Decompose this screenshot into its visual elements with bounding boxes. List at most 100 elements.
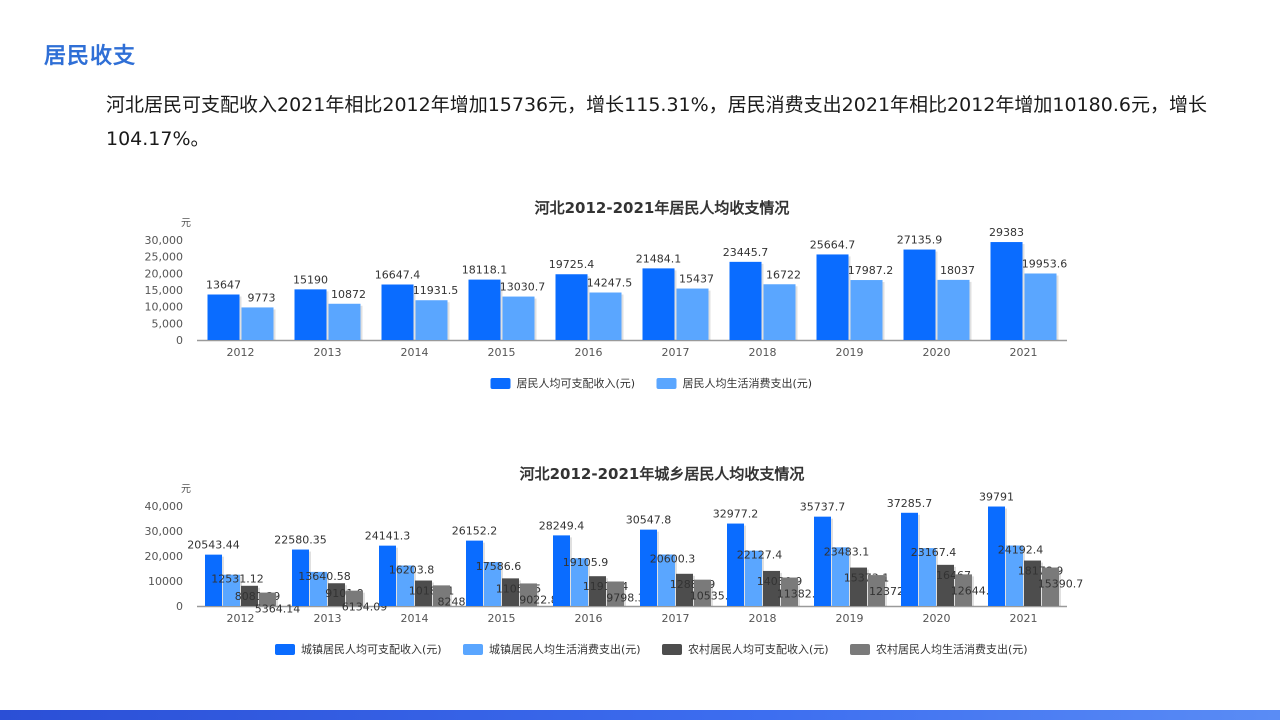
- chart2-bar: [223, 574, 240, 606]
- chart2-legend-swatch: [463, 644, 483, 655]
- chart2-x-tick-label: 2012: [227, 612, 255, 625]
- chart1-data-label: 27135.9: [897, 234, 943, 247]
- chart2-bar: [640, 529, 657, 606]
- chart2-data-label: 20600.3: [650, 552, 696, 565]
- chart2-legend-swatch: [662, 644, 682, 655]
- chart1-bar: [502, 296, 535, 340]
- chart2-legend-label: 城镇居民人均生活消费支出(元): [489, 642, 641, 656]
- chart1-x-tick-label: 2013: [314, 346, 342, 359]
- chart1-x-tick-label: 2015: [488, 346, 516, 359]
- chart-household-income-expense: 河北2012-2021年居民人均收支情况元 0 5,000 10,000 15,000 2…: [140, 190, 1140, 400]
- chart2-legend-label: 农村居民人均可支配收入(元): [688, 642, 829, 656]
- chart2-bar: [676, 573, 693, 606]
- chart2-bar: [502, 578, 519, 606]
- chart1-bar: [241, 307, 274, 340]
- chart1-x-tick-label: 2017: [662, 346, 690, 359]
- chart1-bar: [294, 289, 327, 340]
- chart1-y-tick-label: 15,000: [145, 284, 184, 297]
- chart2-x-tick-label: 2018: [749, 612, 777, 625]
- chart2-bar: [415, 580, 432, 606]
- chart2-bar: [310, 571, 327, 606]
- chart1-bar: [937, 279, 970, 340]
- chart2-data-label: 30547.8: [626, 514, 672, 527]
- chart2-data-label: 12372: [869, 585, 904, 598]
- chart2-bar: [727, 523, 744, 606]
- chart1-bar: [381, 284, 414, 340]
- chart2-y-tick-label: 10000: [148, 575, 183, 588]
- chart1-data-label: 13647: [206, 279, 241, 292]
- chart1-y-tick-label: 5,000: [152, 317, 184, 330]
- chart2-y-unit: 元: [181, 484, 191, 495]
- chart1-data-label: 16722: [766, 268, 801, 281]
- chart2-data-label: 6134.09: [342, 601, 388, 614]
- chart2-bar: [241, 585, 258, 606]
- chart1-y-tick-label: 20,000: [145, 267, 184, 280]
- chart1-data-label: 9773: [248, 291, 276, 304]
- chart2-data-label: 16203.8: [389, 563, 435, 576]
- chart1-bar: [729, 261, 762, 340]
- chart1-bar: [676, 288, 709, 340]
- bottom-accent-bar: [0, 710, 1280, 720]
- chart1-bar: [589, 292, 622, 340]
- chart2-x-tick-label: 2019: [836, 612, 864, 625]
- chart2-data-label: 13640.58: [298, 570, 351, 583]
- chart2-bar: [292, 549, 309, 606]
- chart2-bar: [328, 583, 345, 606]
- chart1-y-tick-label: 0: [176, 334, 183, 347]
- chart1-x-tick-label: 2021: [1010, 346, 1038, 359]
- chart1-bar: [328, 303, 361, 340]
- chart2-bar: [205, 554, 222, 606]
- chart2-bar: [571, 558, 588, 606]
- chart2-bar: [658, 554, 675, 606]
- chart2-data-label: 12531.12: [211, 573, 264, 586]
- chart2-x-tick-label: 2017: [662, 612, 690, 625]
- chart2-x-tick-label: 2021: [1010, 612, 1038, 625]
- chart1-bar: [903, 249, 936, 340]
- chart2-data-label: 24141.3: [365, 530, 411, 543]
- chart2-bar: [589, 576, 606, 606]
- chart1-bar: [642, 268, 675, 340]
- chart1-bar: [468, 279, 501, 340]
- chart2-legend-label: 城镇居民人均可支配收入(元): [301, 642, 442, 656]
- chart2-data-label: 15390.7: [1038, 578, 1084, 591]
- chart2-data-label: 26152.2: [452, 525, 498, 538]
- chart2-title: 河北2012-2021年城乡居民人均收支情况: [520, 465, 805, 483]
- chart2-legend-swatch: [850, 644, 870, 655]
- chart1-x-tick-label: 2018: [749, 346, 777, 359]
- chart1-data-label: 16647.4: [375, 269, 421, 282]
- chart2-y-tick-label: 40,000: [145, 500, 184, 513]
- chart1-y-tick-label: 25,000: [145, 251, 184, 264]
- chart2-data-label: 22580.35: [274, 534, 327, 547]
- chart1-data-label: 19953.6: [1022, 257, 1068, 270]
- chart1-legend-label: 居民人均生活消费支出(元): [683, 376, 813, 390]
- chart2-legend-swatch: [275, 644, 295, 655]
- chart1-bar: [415, 300, 448, 340]
- chart2-y-tick-label: 30,000: [145, 525, 184, 538]
- chart1-data-label: 18037: [940, 264, 975, 277]
- chart2-bar: [553, 535, 570, 606]
- chart1-legend-label: 居民人均可支配收入(元): [517, 376, 636, 390]
- chart2-data-label: 22127.4: [737, 549, 783, 562]
- chart2-bar: [1006, 545, 1023, 606]
- chart2-x-tick-label: 2013: [314, 612, 342, 625]
- chart1-data-label: 19725.4: [549, 258, 595, 271]
- page-title: 居民收支: [44, 43, 137, 69]
- chart2-bar: [484, 562, 501, 606]
- chart1-title: 河北2012-2021年居民人均收支情况: [535, 199, 790, 217]
- chart2-x-tick-label: 2016: [575, 612, 603, 625]
- chart2-bar: [919, 548, 936, 606]
- chart1-data-label: 15437: [679, 273, 714, 286]
- chart2-bar: [988, 506, 1005, 606]
- chart2-bar: [1042, 567, 1059, 606]
- chart1-bar: [990, 242, 1023, 340]
- chart2-bar: [901, 512, 918, 606]
- chart2-data-label: 17586.6: [476, 560, 522, 573]
- chart2-x-tick-label: 2020: [923, 612, 951, 625]
- chart1-bar: [816, 254, 849, 340]
- chart2-bar: [955, 574, 972, 606]
- chart2-bar: [694, 579, 711, 606]
- chart2-data-label: 9798.3: [606, 592, 645, 605]
- chart2-legend-label: 农村居民人均生活消费支出(元): [876, 642, 1028, 656]
- chart1-data-label: 29383: [989, 226, 1024, 239]
